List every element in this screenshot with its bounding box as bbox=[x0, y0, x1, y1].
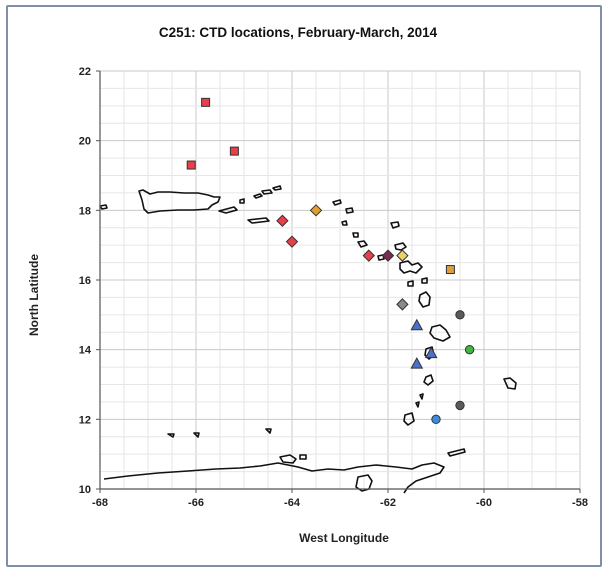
data-point-triangle bbox=[424, 346, 438, 359]
data-point-square bbox=[229, 146, 239, 156]
data-point-circle bbox=[455, 400, 465, 411]
axes: -68 -66 -64 -62 -60 -58 10 12 14 16 18 20 22 bbox=[79, 66, 588, 509]
markers bbox=[186, 97, 475, 425]
x-tick-label: -64 bbox=[284, 497, 301, 509]
data-point-circle bbox=[431, 414, 441, 425]
x-tick-label: -66 bbox=[188, 497, 204, 509]
y-tick-label: 14 bbox=[79, 345, 92, 357]
data-point-diamond bbox=[396, 249, 409, 262]
y-tick-label: 20 bbox=[79, 136, 91, 148]
data-point-square bbox=[186, 160, 196, 170]
data-point-diamond bbox=[285, 235, 299, 248]
data-point-triangle bbox=[410, 318, 424, 331]
x-tick-label: -58 bbox=[572, 497, 588, 509]
coastline-map bbox=[99, 185, 517, 494]
grid bbox=[99, 70, 581, 490]
x-axis-title: West Longitude bbox=[299, 531, 389, 545]
data-point-square bbox=[201, 97, 211, 107]
data-point-circle bbox=[455, 310, 465, 320]
data-point-diamond bbox=[396, 298, 409, 311]
x-tick-label: -60 bbox=[476, 497, 492, 509]
y-tick-label: 12 bbox=[79, 414, 91, 426]
data-point-diamond bbox=[309, 204, 323, 217]
y-tick-label: 10 bbox=[79, 484, 91, 496]
x-tick-label: -68 bbox=[92, 497, 108, 509]
chart-frame: C251: CTD locations, February-March, 201… bbox=[6, 5, 602, 567]
data-point-square bbox=[445, 265, 455, 275]
chart-title: C251: CTD locations, February-March, 201… bbox=[159, 25, 438, 40]
x-tick-label: -62 bbox=[380, 497, 396, 509]
y-axis-title: North Latitude bbox=[27, 254, 41, 336]
y-tick-label: 22 bbox=[79, 66, 91, 78]
data-point-diamond bbox=[276, 214, 289, 227]
data-point-diamond bbox=[362, 249, 376, 262]
data-point-diamond bbox=[381, 249, 395, 262]
y-tick-label: 18 bbox=[79, 205, 91, 217]
data-point-triangle bbox=[410, 357, 424, 369]
data-point-circle bbox=[464, 344, 475, 355]
y-tick-label: 16 bbox=[79, 275, 91, 287]
chart: C251: CTD locations, February-March, 201… bbox=[27, 25, 588, 545]
